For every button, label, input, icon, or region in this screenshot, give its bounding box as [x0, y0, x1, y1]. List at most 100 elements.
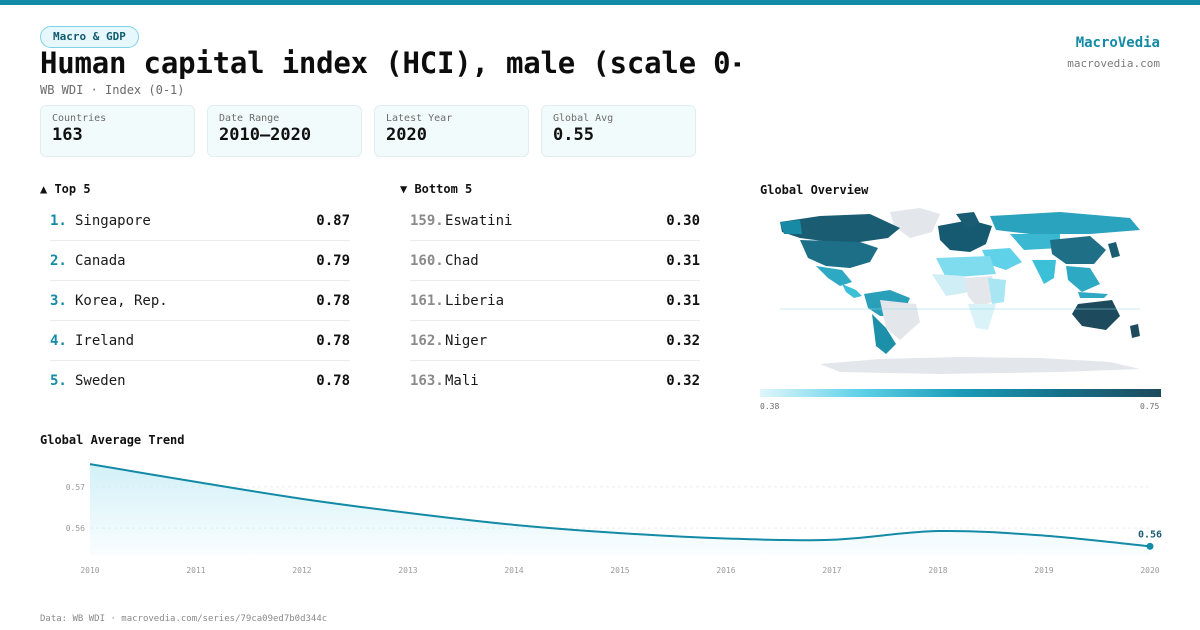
x-tick-label: 2020 [1140, 566, 1159, 575]
map-region-east-africa [988, 278, 1006, 304]
brand-block: MacroVedia macrovedia.com [1067, 35, 1160, 70]
map-color-legend [760, 389, 1161, 397]
stat-value: 2020 [386, 125, 427, 145]
map-region-mexico [816, 266, 852, 286]
country-name: Liberia [445, 292, 505, 309]
page-subtitle: WB WDI · Index (0-1) [40, 83, 185, 97]
x-tick-label: 2016 [716, 566, 735, 575]
x-tick-label: 2019 [1034, 566, 1053, 575]
map-region-japan-korea [1108, 242, 1120, 258]
map-region-russia [990, 212, 1140, 234]
country-name: Canada [75, 252, 126, 269]
brand-url[interactable]: macrovedia.com [1067, 57, 1160, 70]
map-region-usa [800, 240, 878, 268]
map-region-australia [1072, 300, 1120, 330]
trend-chart[interactable]: 0.56 0.57 2010 2011 2012 2013 2014 2015 2016 2017… [40, 455, 1180, 585]
trend-heading: Global Average Trend [40, 433, 185, 447]
top-accent-bar [0, 0, 1200, 5]
rank-number: 163. [410, 373, 444, 389]
map-region-greenland [890, 208, 940, 238]
x-tick-label: 2015 [610, 566, 629, 575]
country-value: 0.79 [316, 252, 350, 269]
y-tick-label: 0.57 [66, 483, 85, 492]
stat-card-date-range: Date Range 2010–2020 [207, 105, 362, 157]
map-region-new-zealand [1130, 324, 1140, 338]
country-value: 0.31 [666, 252, 700, 269]
map-region-southern-africa [968, 304, 996, 330]
trend-end-label: 0.56 [1138, 529, 1162, 540]
list-item[interactable]: 162. Niger 0.32 [410, 321, 700, 361]
list-item[interactable]: 2. Canada 0.79 [50, 241, 350, 281]
trend-end-point [1146, 542, 1154, 550]
map-region-europe [938, 220, 992, 252]
list-item[interactable]: 1. Singapore 0.87 [50, 201, 350, 241]
map-region-alaska [780, 220, 802, 234]
x-tick-label: 2012 [292, 566, 311, 575]
list-item[interactable]: 3. Korea, Rep. 0.78 [50, 281, 350, 321]
rank-number: 4. [50, 332, 67, 349]
rank-number: 159. [410, 212, 444, 229]
legend-min-label: 0.38 [760, 402, 780, 411]
stat-value: 2010–2020 [219, 125, 312, 145]
stat-value: 163 [52, 125, 83, 145]
rank-number: 3. [50, 292, 67, 309]
country-value: 0.30 [666, 212, 700, 229]
map-region-central-africa [964, 276, 996, 308]
country-name: Niger [445, 332, 488, 349]
map-heading: Global Overview [760, 183, 869, 197]
map-region-indonesia [1078, 292, 1108, 298]
stat-card-latest-year: Latest Year 2020 [374, 105, 529, 157]
x-tick-label: 2011 [186, 566, 205, 575]
country-value: 0.31 [666, 292, 700, 309]
country-value: 0.78 [316, 292, 350, 309]
map-region-central-america [842, 284, 862, 298]
top5-heading: ▲ Top 5 [40, 182, 91, 196]
list-item[interactable]: 161. Liberia 0.31 [410, 281, 700, 321]
rank-number: 5. [50, 373, 67, 389]
top5-list: 1. Singapore 0.87 2. Canada 0.79 3. Kore… [50, 201, 350, 401]
country-name: Ireland [75, 332, 135, 349]
list-item[interactable]: 4. Ireland 0.78 [50, 321, 350, 361]
page-title: Human capital index (HCI), male (scale 0… [40, 46, 740, 80]
x-tick-label: 2013 [398, 566, 417, 575]
map-region-brazil [880, 300, 920, 340]
country-value: 0.32 [666, 332, 700, 349]
country-name: Chad [445, 252, 479, 269]
brand-name[interactable]: MacroVedia [1075, 35, 1160, 51]
country-value: 0.78 [316, 332, 350, 349]
country-value: 0.78 [316, 373, 350, 389]
list-item[interactable]: 5. Sweden 0.78 [50, 361, 350, 401]
world-map-svg [780, 208, 1140, 374]
y-tick-label: 0.56 [66, 524, 85, 533]
country-name: Mali [445, 373, 479, 389]
x-tick-label: 2018 [928, 566, 947, 575]
country-value: 0.87 [316, 212, 350, 229]
map-region-south-america-south [872, 314, 896, 354]
map-region-west-africa [932, 274, 970, 296]
bottom5-list: 159. Eswatini 0.30 160. Chad 0.31 161. L… [410, 201, 700, 401]
stat-card-countries: Countries 163 [40, 105, 195, 157]
country-value: 0.32 [666, 373, 700, 389]
rank-number: 161. [410, 292, 444, 309]
stat-label: Global Avg [553, 113, 614, 124]
map-region-central-asia [1010, 234, 1060, 250]
map-region-india [1032, 260, 1056, 284]
stat-label: Latest Year [386, 113, 453, 124]
stat-label: Countries [52, 113, 107, 124]
country-name: Singapore [75, 212, 151, 229]
country-name: Sweden [75, 373, 126, 389]
stat-label: Date Range [219, 113, 280, 124]
category-badge[interactable]: Macro & GDP [40, 26, 139, 48]
map-region-southeast-asia [1066, 266, 1100, 292]
map-region-north-africa [936, 256, 996, 278]
country-name: Eswatini [445, 212, 513, 229]
footer-source: Data: WB WDI · macrovedia.com/series/79c… [40, 614, 328, 624]
map-region-scandinavia [956, 212, 980, 228]
stat-value: 0.55 [553, 125, 594, 145]
list-item[interactable]: 160. Chad 0.31 [410, 241, 700, 281]
world-map[interactable] [760, 204, 1160, 384]
list-item[interactable]: 163. Mali 0.32 [410, 361, 700, 401]
bottom5-heading: ▼ Bottom 5 [400, 182, 473, 196]
x-tick-label: 2010 [80, 566, 99, 575]
list-item[interactable]: 159. Eswatini 0.30 [410, 201, 700, 241]
